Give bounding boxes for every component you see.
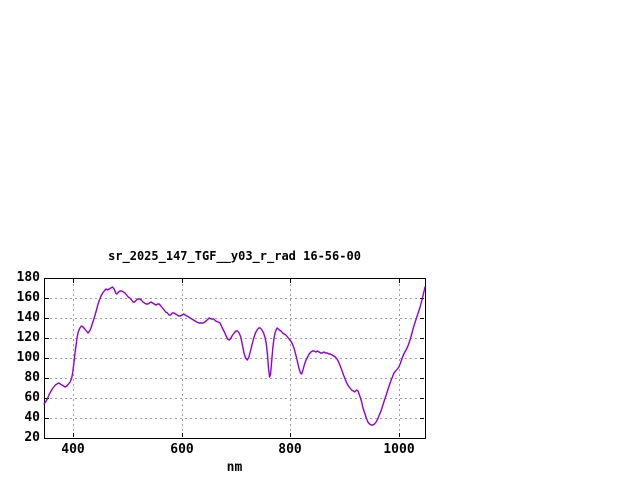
y-tick-label: 40 bbox=[24, 410, 40, 425]
y-tick-label: 80 bbox=[24, 370, 40, 385]
y-tick-label: 180 bbox=[16, 270, 40, 285]
y-tick-label: 160 bbox=[16, 290, 40, 305]
y-tick-label: 100 bbox=[16, 350, 40, 365]
data-line bbox=[43, 286, 426, 426]
x-axis-label: nm bbox=[226, 460, 243, 475]
x-tick-label: 800 bbox=[278, 442, 302, 457]
y-tick-label: 120 bbox=[16, 330, 40, 345]
x-tick-label: 1000 bbox=[383, 442, 415, 457]
x-tick-label: 400 bbox=[61, 442, 85, 457]
chart-title: sr_2025_147_TGF__y03_r_rad 16-56-00 bbox=[108, 249, 361, 263]
plot-border bbox=[44, 278, 426, 439]
y-tick-label: 20 bbox=[24, 430, 40, 445]
y-tick-label: 140 bbox=[16, 310, 40, 325]
x-tick-label: 600 bbox=[170, 442, 194, 457]
y-tick-label: 60 bbox=[24, 390, 40, 405]
